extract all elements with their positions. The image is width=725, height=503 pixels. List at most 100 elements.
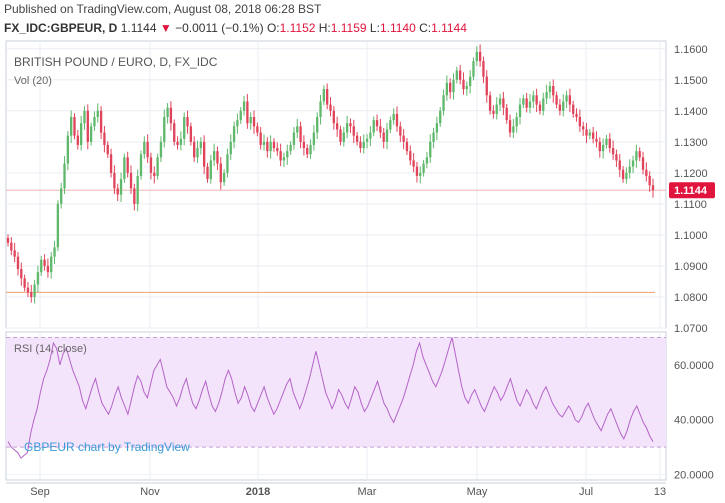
- candle-body: [166, 107, 169, 118]
- candle-body: [30, 292, 33, 297]
- price-tick-label: 1.1200: [674, 168, 708, 180]
- candle-body: [66, 135, 70, 164]
- candle-body: [429, 141, 432, 158]
- price-tick-label: 1.1000: [674, 230, 708, 242]
- candle-body: [229, 141, 232, 155]
- watermark: GBPEUR chart by TradingView: [24, 440, 190, 454]
- candle-body: [535, 95, 538, 105]
- candle-body: [103, 132, 106, 145]
- candle-body: [139, 154, 143, 176]
- high-label: H:: [318, 21, 331, 35]
- candle-body: [621, 169, 625, 180]
- candle-body: [419, 172, 422, 176]
- candle-body: [116, 188, 119, 195]
- candle-body: [412, 160, 415, 167]
- candle-body: [189, 126, 193, 142]
- candle-body: [488, 95, 492, 111]
- candle-body: [276, 148, 279, 152]
- candle-body: [562, 101, 565, 111]
- candle-body: [186, 117, 189, 127]
- candle-body: [498, 98, 502, 105]
- candle-body: [83, 110, 86, 124]
- candle-body: [126, 157, 129, 173]
- candle-body: [442, 95, 445, 111]
- candle-body: [106, 144, 109, 155]
- candle-body: [392, 113, 395, 121]
- candle-body: [76, 135, 79, 145]
- candle-body: [149, 157, 153, 173]
- candle-body: [16, 256, 20, 270]
- candle-body: [645, 169, 648, 176]
- candle-body: [86, 110, 89, 142]
- candle-body: [226, 154, 229, 173]
- candle-body: [236, 120, 239, 127]
- candle-body: [355, 135, 359, 142]
- candle-body: [163, 117, 166, 142]
- candle-body: [362, 141, 365, 149]
- candle-body: [176, 141, 179, 145]
- x-tick-label: Nov: [140, 486, 160, 498]
- candle-body: [279, 151, 282, 161]
- candle-body: [196, 148, 199, 158]
- candle-body: [93, 117, 96, 127]
- candle-body: [183, 117, 186, 139]
- candle-body: [505, 107, 508, 121]
- candle-body: [638, 151, 641, 158]
- candle-body: [335, 123, 339, 130]
- candle-body: [608, 138, 611, 149]
- candle-body: [512, 126, 515, 133]
- price-tick-label: 1.1500: [674, 75, 708, 87]
- candle-body: [193, 141, 196, 158]
- candle-body: [631, 160, 635, 167]
- candle-body: [625, 172, 628, 180]
- candle-body: [36, 272, 40, 285]
- symbol-ohlc-bar: FX_IDC:GBPEUR, D 1.1144 ▼ −0.0011 (−0.1%…: [4, 21, 467, 35]
- candle-body: [206, 166, 209, 180]
- x-tick-label: 13: [654, 486, 666, 498]
- candle-body: [266, 141, 269, 152]
- last-price-tag-label: 1.1144: [674, 185, 708, 197]
- candle-body: [349, 123, 352, 127]
- candle-body: [485, 76, 488, 96]
- candle-body: [269, 141, 272, 152]
- symbol-label: FX_IDC:GBPEUR, D: [4, 21, 118, 35]
- candle-body: [598, 141, 601, 152]
- candle-body: [568, 95, 572, 105]
- candle-body: [435, 123, 439, 133]
- candle-body: [472, 61, 475, 77]
- rsi-tick-label: 60.0000: [674, 360, 714, 372]
- high-value: 1.1159: [330, 21, 367, 35]
- candle-body: [628, 166, 631, 173]
- candle-body: [123, 157, 126, 180]
- price-tick-label: 1.1100: [674, 199, 707, 211]
- candle-body: [399, 126, 402, 136]
- candle-body: [422, 163, 425, 173]
- candle-body: [212, 151, 216, 161]
- candle-body: [605, 138, 608, 145]
- candle-body: [23, 278, 26, 288]
- pane-title: BRITISH POUND / EURO, D, FX_IDC: [14, 55, 218, 69]
- candle-body: [545, 92, 548, 99]
- volume-indicator-label: Vol (20): [14, 75, 52, 87]
- candle-body: [153, 172, 156, 176]
- rsi-tick-label: 20.0000: [674, 470, 714, 482]
- price-tick-label: 1.0800: [674, 292, 708, 304]
- candle-body: [259, 132, 262, 145]
- price-tick-label: 1.1300: [674, 137, 708, 149]
- candle-body: [578, 117, 582, 127]
- candle-body: [10, 242, 13, 251]
- candle-body: [26, 287, 30, 293]
- candle-body: [63, 163, 66, 189]
- candle-body: [482, 61, 485, 77]
- x-tick-label: Jul: [579, 486, 593, 498]
- candle-body: [99, 110, 103, 133]
- candle-body: [209, 160, 212, 180]
- candle-body: [296, 126, 299, 133]
- candle-body: [133, 188, 136, 204]
- candle-body: [502, 98, 505, 108]
- published-note: Published on TradingView.com, August 08,…: [4, 2, 322, 16]
- candle-body: [56, 203, 60, 248]
- candle-body: [252, 117, 256, 127]
- x-tick-label: May: [467, 486, 488, 498]
